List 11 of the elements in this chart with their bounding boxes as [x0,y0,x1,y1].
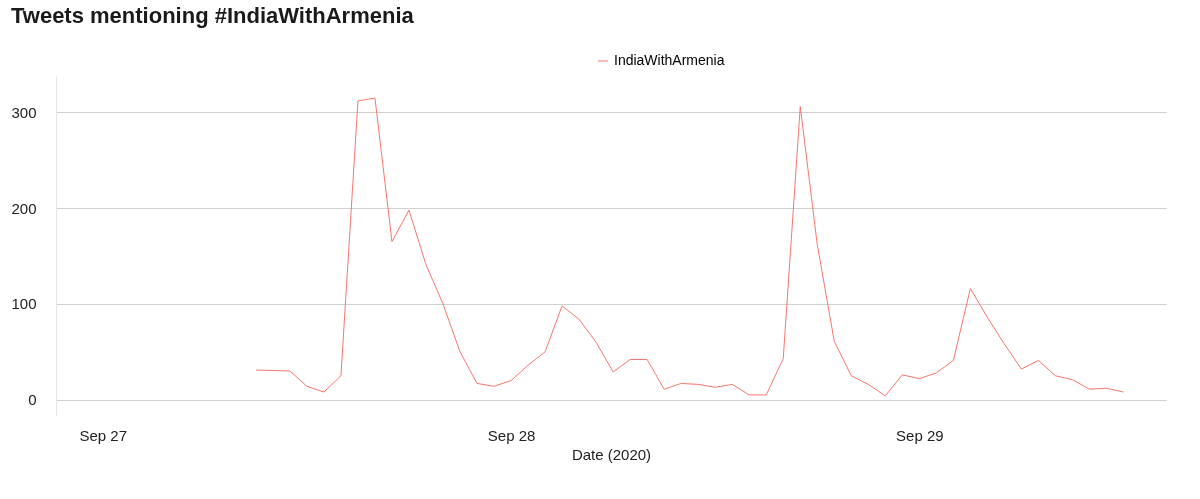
y-tick-label: 200 [11,199,37,217]
y-tick-label: 0 [28,391,37,409]
x-tick-label: Sep 27 [79,426,128,444]
chart-title: Tweets mentioning #IndiaWithArmenia [10,3,415,28]
y-tick-label: 300 [11,103,37,121]
y-tick-label: 100 [11,295,37,313]
line-series [255,97,1124,397]
x-tick-label: Sep 29 [896,426,944,444]
x-tick-label: Sep 28 [487,426,536,444]
legend-label: IndiaWithArmenia [614,52,725,68]
x-axis-title: Date (2020) [571,445,652,463]
